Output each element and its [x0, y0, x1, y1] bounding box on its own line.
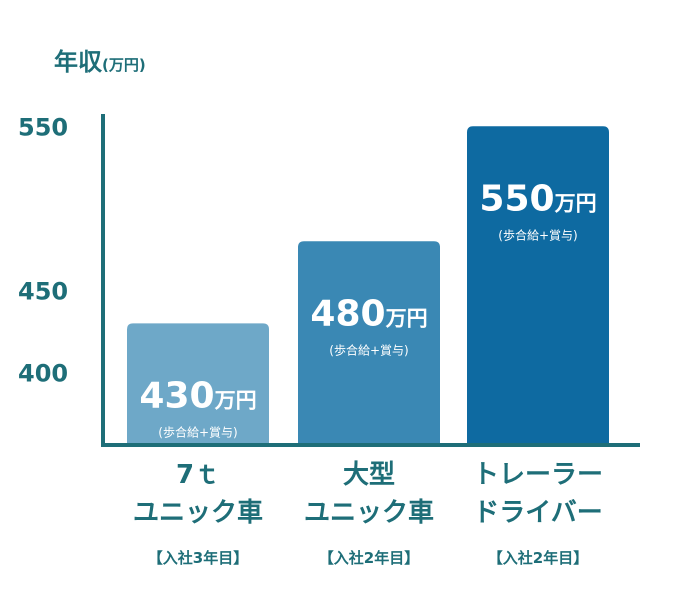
x-category-tenure: 【入社2年目】	[488, 549, 588, 567]
bar-value-unit: 万円	[214, 388, 257, 412]
x-category-tenure: 【入社2年目】	[319, 549, 419, 567]
bar	[467, 126, 609, 446]
bar-value-label: 430万円	[139, 375, 256, 416]
x-category-tenure: 【入社3年目】	[148, 549, 248, 567]
y-tick-label: 450	[18, 278, 68, 306]
y-tick-label: 550	[18, 113, 68, 141]
y-axis-title: 年収(万円)	[54, 48, 146, 76]
bars	[127, 126, 609, 446]
bar-value-unit: 万円	[554, 191, 597, 215]
x-category-label: 大型	[343, 460, 395, 490]
bar	[127, 323, 269, 445]
bar-value-note: (歩合給+賞与)	[329, 342, 408, 357]
data-labels: 430万円(歩合給+賞与)※未経験入社480万円(歩合給+賞与)550万円(歩合…	[139, 178, 596, 459]
y-tick-label: 400	[18, 360, 68, 388]
x-category-label: トレーラー	[473, 460, 603, 490]
x-category-label: ユニック車	[304, 498, 434, 528]
bar-value-note: ※未経験入社	[163, 444, 233, 459]
bar-value-note: (歩合給+賞与)	[158, 424, 237, 439]
bar-value-label: 480万円	[310, 293, 427, 334]
x-category-label: ドライバー	[473, 498, 602, 528]
bar-value-note: (歩合給+賞与)	[498, 227, 577, 242]
bar-value-label: 550万円	[479, 178, 596, 219]
x-category-label: ユニック車	[133, 498, 263, 528]
bar	[298, 241, 440, 445]
y-axis-title-unit: (万円)	[102, 56, 146, 74]
bar-value-number: 550	[479, 178, 554, 219]
bar-value-unit: 万円	[385, 306, 428, 330]
bar-value-number: 480	[310, 293, 385, 334]
bar-value-number: 430	[139, 375, 214, 416]
x-category-label: 7ｔ	[176, 460, 220, 490]
y-axis-title-label: 年収	[54, 48, 103, 76]
y-axis-ticks: 400 450 550	[18, 113, 68, 387]
